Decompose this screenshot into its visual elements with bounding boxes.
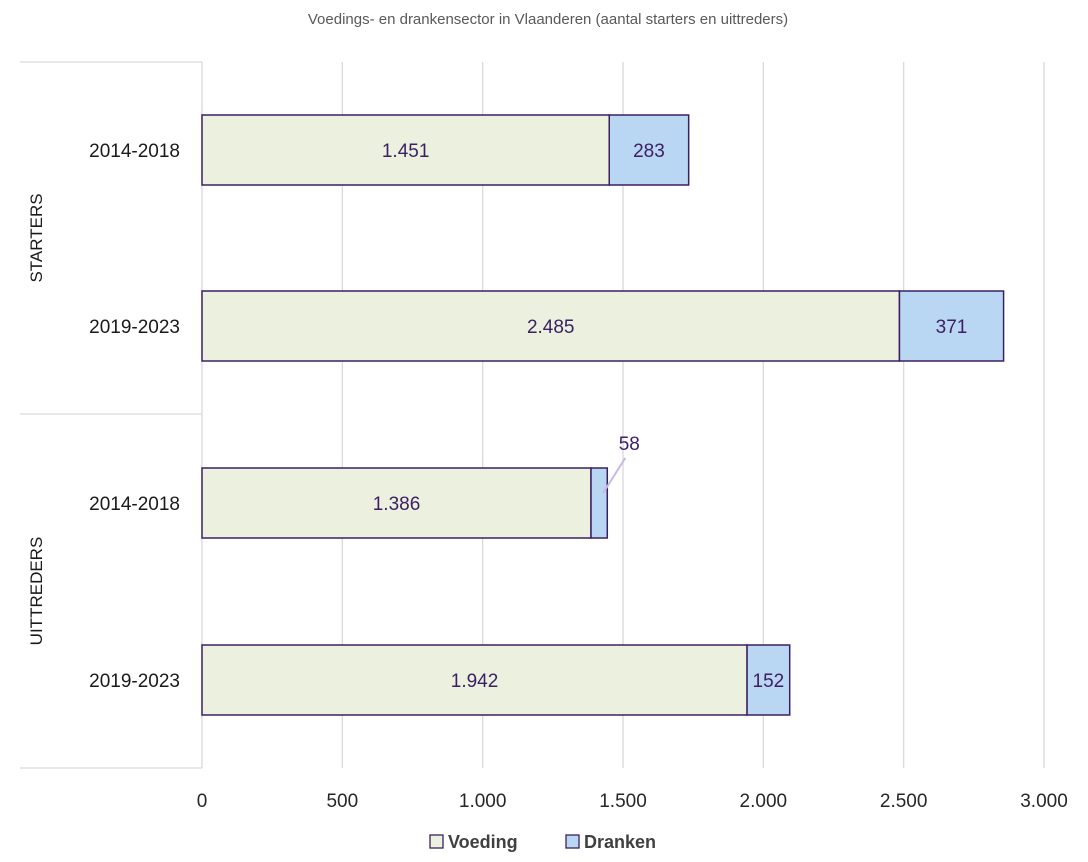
x-tick-label: 3.000 [1020, 791, 1068, 812]
chart-title: Voedings- en drankensector in Vlaanderen… [308, 11, 788, 28]
x-tick-label: 1.500 [599, 791, 647, 812]
data-label-voeding-1: 2.485 [527, 317, 575, 338]
legend: Voeding Dranken [429, 832, 656, 852]
bar-dranken-0 [608, 114, 690, 186]
data-label-voeding-2: 1.386 [373, 494, 421, 515]
x-tick-label: 0 [197, 791, 208, 812]
category-label: 2014-2018 [89, 494, 180, 515]
bar-voeding-3 [201, 644, 748, 716]
data-label-dranken-3: 152 [753, 671, 785, 692]
x-axis-ticks: 0 500 1.000 1.500 2.000 2.500 3.000 [197, 791, 1068, 812]
data-label-dranken-2: 58 [619, 434, 640, 455]
x-tick-label: 2.500 [880, 791, 928, 812]
group-dividers [20, 61, 202, 769]
legend-swatch-dranken [565, 834, 580, 849]
data-label-dranken-1: 371 [936, 317, 968, 338]
data-label-dranken-0: 283 [633, 141, 665, 162]
x-tick-label: 2.000 [740, 791, 788, 812]
leader-line [602, 457, 627, 494]
bar-dranken-2 [590, 467, 609, 539]
x-tick-label: 500 [326, 791, 358, 812]
category-label: 2019-2023 [89, 671, 180, 692]
bar-dranken-1 [898, 290, 1005, 362]
data-labels: 1.451 283 2.485 371 1.386 58 1.942 152 [373, 141, 968, 692]
data-label-voeding-0: 1.451 [382, 141, 430, 162]
bar-voeding-2 [201, 467, 592, 539]
group-label-uittreders: UITTREDERS [27, 537, 46, 646]
data-label-voeding-3: 1.942 [451, 671, 499, 692]
group-labels: STARTERS UITTREDERS [27, 193, 46, 645]
legend-label-voeding: Voeding [448, 832, 518, 852]
bar-dranken-3 [746, 644, 791, 716]
group-label-starters: STARTERS [27, 193, 46, 282]
x-tick-label: 1.000 [459, 791, 507, 812]
category-label: 2014-2018 [89, 141, 180, 162]
legend-swatch-voeding [429, 834, 444, 849]
category-label: 2019-2023 [89, 317, 180, 338]
category-labels: 2014-2018 2019-2023 2014-2018 2019-2023 [89, 141, 180, 692]
bars [201, 114, 1005, 716]
legend-label-dranken: Dranken [584, 832, 656, 852]
bar-voeding-1 [201, 290, 901, 362]
